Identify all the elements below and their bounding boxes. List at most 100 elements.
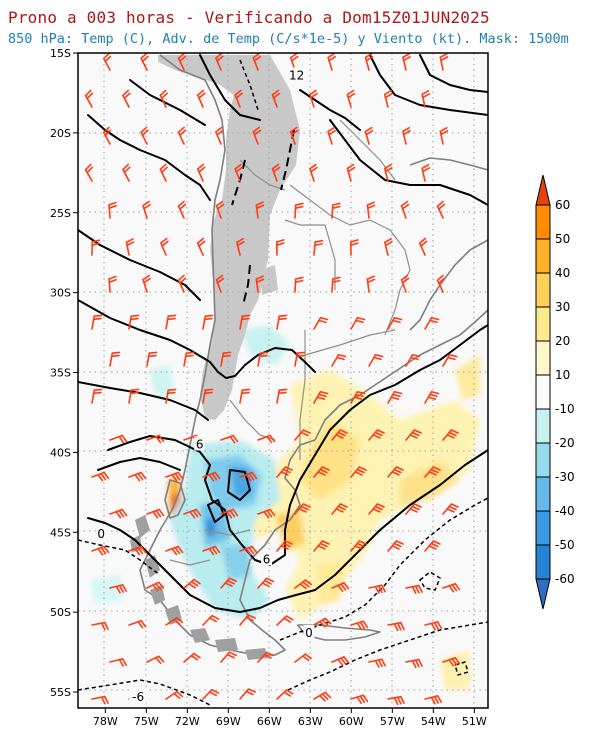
- wind-barb: [276, 540, 293, 552]
- lon-tick-label: 66W: [257, 715, 282, 728]
- wind-barb: [424, 466, 441, 478]
- lat-tick-label: 35S: [50, 367, 71, 380]
- wind-barb: [313, 466, 330, 478]
- chart-title: Prono a 003 horas - Verificando a Dom15Z…: [8, 8, 490, 27]
- wind-barb: [234, 163, 243, 182]
- colorbar: 60 50 40 30 20 10 -10 -20 -30 -40 -50 -60: [535, 174, 575, 610]
- wind-barb: [109, 434, 128, 444]
- colorbar-min-arrow: [535, 578, 551, 610]
- colorbar-label: 60: [555, 198, 570, 212]
- wind-barb: [309, 163, 318, 182]
- wind-barb: [239, 614, 256, 626]
- wind-barb: [294, 579, 312, 590]
- wind-barb: [91, 621, 109, 631]
- wind-barb: [276, 388, 288, 404]
- wind-barb: [109, 508, 128, 519]
- wind-barb: [313, 239, 324, 256]
- contour-label: -6: [132, 690, 144, 704]
- wind-barb: [183, 351, 195, 367]
- wind-barb: [402, 126, 411, 145]
- wind-barb: [215, 126, 224, 145]
- wind-barb: [220, 651, 237, 663]
- wind-barb: [442, 353, 458, 367]
- wind-barb: [91, 239, 101, 256]
- wind-barb: [177, 126, 187, 145]
- wind-barb: [313, 540, 330, 552]
- lat-tick-label: 15S: [50, 47, 71, 60]
- colorbar-label: -20: [555, 436, 575, 450]
- wind-barb: [165, 617, 184, 626]
- wind-barb: [424, 621, 443, 631]
- wind-barb: [91, 471, 110, 482]
- lon-tick-label: 78W: [93, 715, 118, 728]
- wind-barb: [327, 53, 336, 71]
- wind-barb: [215, 200, 225, 219]
- contour-labels: 12 6 6 0 0 -6: [95, 67, 315, 704]
- wind-barb: [146, 581, 165, 592]
- wind-barb: [102, 53, 112, 71]
- wind-barb: [183, 578, 201, 589]
- lon-tick-label: 75W: [134, 715, 159, 728]
- wind-barb: [327, 126, 336, 145]
- wind-barb: [383, 89, 393, 108]
- wind-barb: [146, 434, 165, 444]
- colorbar-label: -60: [555, 572, 575, 586]
- wind-barb: [442, 429, 459, 441]
- wind-barb: [442, 582, 461, 593]
- wind-barb: [405, 429, 422, 441]
- wind-barb: [313, 691, 332, 702]
- wind-barb: [383, 163, 393, 182]
- wind-barb: [165, 545, 184, 556]
- wind-barb: [142, 274, 151, 293]
- wind-barb: [159, 163, 168, 182]
- wind-barb: [402, 53, 411, 71]
- wind-barb: [350, 390, 366, 404]
- wind-barb: [421, 164, 431, 182]
- wind-barb: [350, 466, 367, 478]
- wind-barb: [128, 314, 140, 330]
- wind-barb: [239, 471, 258, 482]
- wind-barb: [271, 89, 281, 108]
- wind-barb: [442, 503, 459, 515]
- colorbar-label: -50: [555, 538, 575, 552]
- wind-barb: [387, 466, 404, 478]
- wind-barb: [368, 584, 386, 594]
- wind-barb: [220, 434, 239, 444]
- lon-tick-label: 54W: [421, 715, 446, 728]
- wind-barb: [331, 276, 341, 293]
- wind-barb: [331, 582, 350, 592]
- colorbar-label: 20: [555, 334, 570, 348]
- wind-barb: [122, 163, 131, 182]
- contour-label-bg: [129, 688, 148, 703]
- wind-barb: [220, 351, 232, 367]
- wind-barb: [368, 658, 386, 668]
- colorbar-label: 30: [555, 300, 570, 314]
- wind-barb: [405, 658, 423, 669]
- colorbar-label: -10: [555, 402, 575, 416]
- wind-barb: [128, 388, 140, 404]
- wind-barb: [400, 200, 410, 219]
- wind-barb: [202, 314, 214, 330]
- wind-barb: [146, 508, 165, 519]
- wind-barb: [102, 126, 112, 145]
- wind-barb: [257, 508, 276, 519]
- colorbar-label: 10: [555, 368, 570, 382]
- wind-barb: [252, 126, 262, 145]
- wind-barb: [239, 388, 251, 404]
- lat-tick-label: 45S: [50, 526, 71, 539]
- wind-barb: [424, 390, 440, 404]
- chart-subtitle: 850 hPa: Temp (C), Adv. de Temp (C/s*1e-…: [8, 31, 569, 47]
- wind-barb: [309, 89, 318, 108]
- lon-tick-label: 60W: [339, 715, 364, 728]
- wind-barb: [439, 127, 449, 145]
- colorbar-segment: [535, 408, 551, 444]
- wind-barb: [234, 89, 243, 108]
- wind-barb: [177, 200, 187, 219]
- wind-barb: [331, 656, 350, 666]
- lat-tick-label: 30S: [50, 287, 71, 300]
- contour-label: 6: [263, 552, 271, 566]
- wind-barb: [109, 658, 128, 667]
- wind-barb: [84, 163, 94, 182]
- contour-label-bg: [194, 436, 206, 451]
- wind-barb: [257, 651, 275, 663]
